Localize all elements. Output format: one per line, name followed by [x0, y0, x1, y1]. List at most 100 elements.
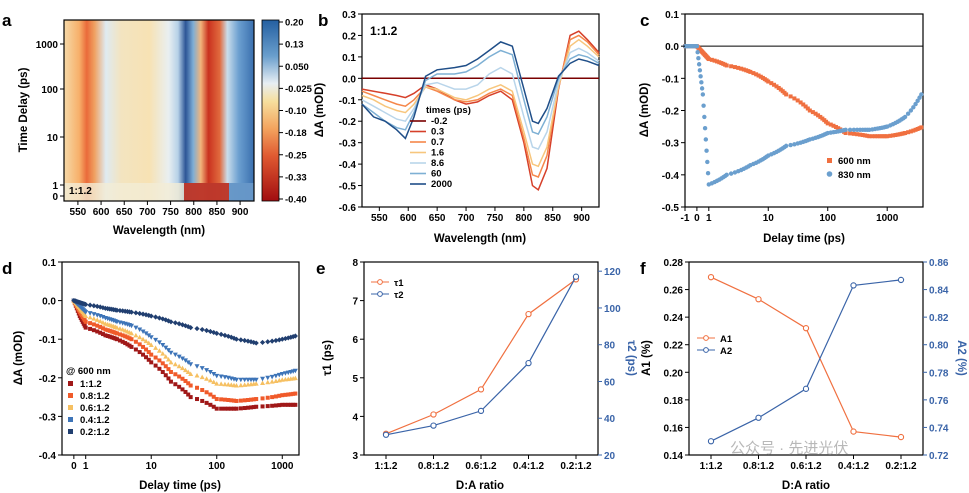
- panel-d-point-0.8:1.2: [251, 397, 256, 402]
- panel-d-point-1:1.2: [273, 403, 278, 408]
- panel-d-point-0.8:1.2: [291, 391, 296, 396]
- panel-d-point-0.8:1.2: [286, 392, 291, 397]
- panel-e-ylabel-left: τ1 (ps): [322, 340, 334, 376]
- panel-f-yr-tick-label-1: 0.74: [929, 423, 949, 434]
- panel-b-ratio-label: 1:1.2: [370, 24, 398, 38]
- panel-c-point-600: [766, 79, 771, 84]
- colorbar: [262, 20, 279, 201]
- panel-d-point-0.6:1.2: [222, 381, 228, 387]
- panel-f-marker-0-2: [802, 325, 810, 332]
- panel-d-point-1:1.2: [91, 328, 96, 333]
- panel-d-point-0.4:1.2: [204, 368, 210, 373]
- panel-c-point-830: [783, 143, 789, 149]
- panel-c-point-600: [776, 85, 781, 90]
- panel-b-xlabel: Wavelength (nm): [434, 233, 526, 245]
- panel-e-marker-1-1: [430, 422, 437, 429]
- panel-d-point-0.6:1.2: [242, 382, 248, 387]
- panel-d-legend-swatch-0: [68, 381, 73, 386]
- panel-d-legend-label-0: 1:1.2: [80, 379, 102, 390]
- panel-c-point-830: [704, 148, 709, 153]
- panel-c-point-600: [903, 131, 908, 136]
- panel-c-point-830: [696, 62, 702, 67]
- panel-d: d @ 600 nm 1:1.20.8:1.20.6:1.20.4:1.20.2:…: [2, 258, 300, 492]
- panel-d-point-1:1.2: [280, 402, 285, 407]
- panel-d-point-0.8:1.2: [105, 328, 110, 333]
- panel-c-point-600: [784, 92, 789, 97]
- panel-d-x-tick-label-0: 0: [71, 461, 77, 472]
- panel-f-plot: [707, 274, 905, 445]
- panel-c-point-600: [828, 122, 833, 127]
- panel-e-yr-tick-label-5: 120: [604, 267, 621, 278]
- panel-d-y-tick-label-2: -0.1: [39, 335, 57, 346]
- panel-d-point-0.8:1.2: [149, 352, 154, 357]
- panel-d-point-1:1.2: [149, 360, 154, 365]
- panel-d-point-0.8:1.2: [234, 398, 239, 403]
- panel-c-point-830: [902, 114, 908, 120]
- panel-d-point-0.6:1.2: [260, 380, 266, 385]
- panel-d-point-1:1.2: [180, 387, 185, 392]
- panel-d-point-0.4:1.2: [273, 373, 279, 379]
- panel-e-yl-tick-label-3: 6: [352, 335, 358, 346]
- panel-d-point-0.8:1.2: [95, 323, 100, 328]
- panel-d-point-0.8:1.2: [222, 397, 227, 402]
- panel-d-point-0.2:1.2: [242, 337, 248, 344]
- panel-d-point-0.8:1.2: [254, 397, 259, 402]
- panel-d-point-0.6:1.2: [143, 338, 149, 344]
- panel-d-point-0.8:1.2: [157, 358, 162, 363]
- panel-d-point-0.4:1.2: [207, 370, 213, 375]
- panel-d-point-0.2:1.2: [163, 317, 169, 323]
- panel-f-yl-tick-label-0: 0.14: [664, 451, 684, 462]
- panel-d-point-0.2:1.2: [279, 336, 285, 342]
- panel-c-point-830: [702, 125, 708, 131]
- panel-d-legend-swatch-4: [68, 429, 73, 434]
- panel-f-marker-1-2: [802, 385, 810, 392]
- panel-d-point-0.4:1.2: [292, 368, 298, 374]
- panel-c-point-830: [705, 159, 710, 165]
- panel-d-point-0.8:1.2: [204, 390, 209, 395]
- panel-d-point-0.6:1.2: [233, 383, 239, 388]
- panel-c-point-600: [792, 96, 797, 101]
- panel-d-point-0.2:1.2: [288, 334, 294, 340]
- panel-c-point-830: [699, 80, 704, 85]
- panel-c-point-600: [774, 84, 779, 89]
- panel-c-point-600: [895, 132, 900, 137]
- panel-f-marker-0-4: [897, 433, 905, 441]
- panel-c-point-600: [754, 72, 759, 77]
- panel-b-y-tick-label-6: -0.3: [339, 139, 357, 150]
- panel-d-legend-swatch-3: [68, 417, 73, 422]
- panel-d-point-0.8:1.2: [238, 398, 243, 403]
- panel-d-point-0.6:1.2: [128, 330, 134, 336]
- panel-d-point-1:1.2: [291, 402, 296, 407]
- panel-d-point-0.8:1.2: [163, 364, 168, 369]
- panel-d-point-0.4:1.2: [194, 364, 200, 369]
- panel-d-point-0.2:1.2: [273, 337, 279, 344]
- panel-d-point-0.6:1.2: [140, 336, 146, 342]
- panel-d-point-0.4:1.2: [260, 376, 266, 382]
- panel-c-point-600: [906, 130, 911, 135]
- panel-c-point-600: [833, 124, 838, 129]
- panel-b-frame: [361, 13, 600, 208]
- panel-e-yl-tick-label-2: 5: [352, 374, 358, 385]
- panel-d-point-1:1.2: [283, 402, 288, 407]
- panel-c-y-tick-label-1: 0.0: [665, 42, 679, 53]
- panel-c-point-830: [792, 142, 797, 147]
- panel-c-point-830: [843, 127, 848, 132]
- panel-d-point-0.2:1.2: [218, 331, 224, 337]
- panel-f-label: f: [640, 259, 646, 278]
- panel-d-point-1:1.2: [200, 398, 205, 403]
- panel-d-point-0.6:1.2: [94, 317, 100, 322]
- panel-d-point-0.4:1.2: [143, 331, 149, 336]
- panel-e-marker-0-2: [477, 386, 485, 393]
- panel-d-point-0.2:1.2: [148, 313, 154, 319]
- panel-d-point-0.4:1.2: [279, 371, 285, 377]
- panel-a-y-tick-label-2: 10: [47, 133, 59, 144]
- panel-d-point-1:1.2: [246, 405, 251, 410]
- panel-c-point-600: [870, 134, 875, 139]
- panel-d-point-0.2:1.2: [265, 339, 271, 345]
- panel-d-point-0.8:1.2: [229, 398, 234, 403]
- panel-d-point-1:1.2: [242, 406, 247, 411]
- panel-a-x-tick-label-7: 900: [232, 207, 249, 218]
- panel-d-point-0.8:1.2: [100, 326, 105, 331]
- panel-d-point-1:1.2: [166, 376, 171, 381]
- panel-d-point-0.8:1.2: [219, 397, 224, 402]
